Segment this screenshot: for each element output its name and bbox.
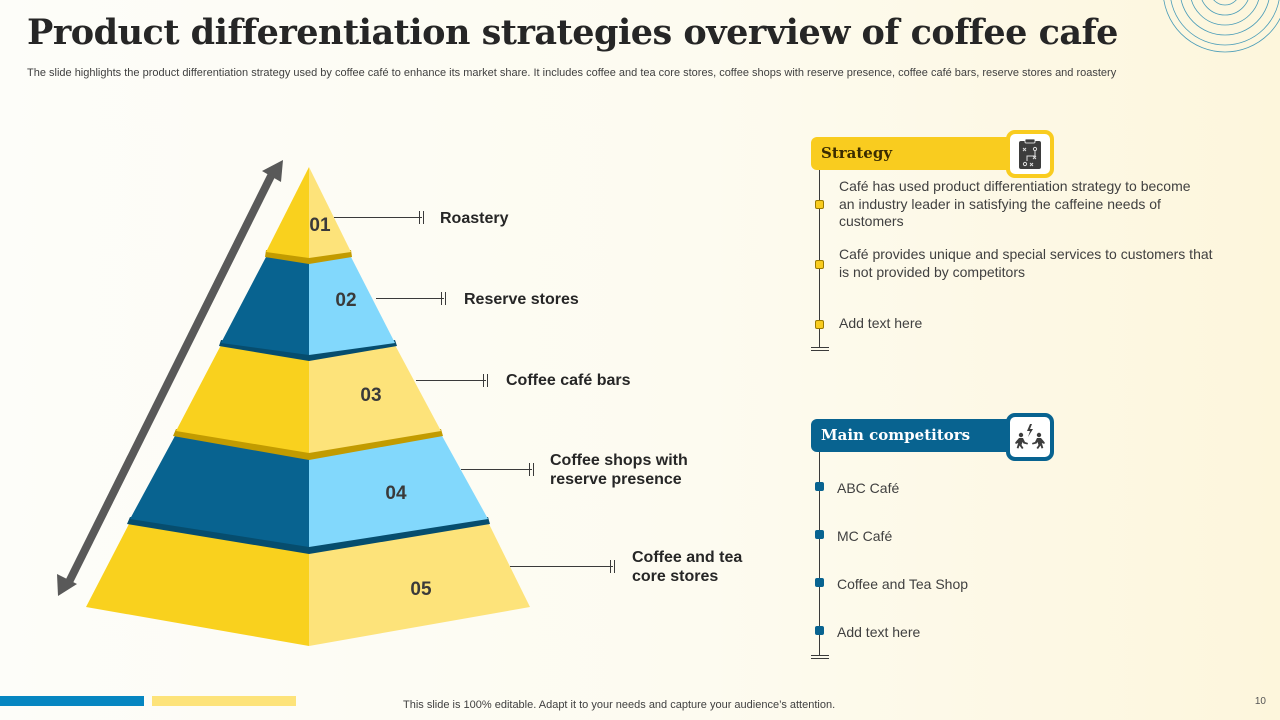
competitor-item: Add text here	[837, 624, 921, 640]
competitor-bullet-dot	[815, 578, 824, 587]
slide-title: Product differentiation strategies overv…	[27, 12, 1118, 53]
strategy-clipboard-icon	[1019, 138, 1041, 169]
strategy-bullet-dot	[815, 260, 824, 269]
competitor-item: MC Café	[837, 528, 893, 544]
connector-line	[510, 560, 615, 573]
pyramid-diagram	[57, 160, 530, 646]
decorative-rings-icon	[1163, 0, 1280, 53]
footer-note: This slide is 100% editable. Adapt it to…	[403, 699, 836, 711]
slide-subtitle: The slide highlights the product differe…	[27, 67, 1117, 79]
connector-line	[461, 463, 534, 476]
pyramid-level-number: 04	[385, 483, 407, 504]
level-label-roastery: Roastery	[440, 210, 509, 227]
pyramid-level-number: 01	[309, 215, 331, 236]
competitors-timeline-line	[819, 452, 820, 656]
level-label-coffee-cafe-bars: Coffee café bars	[506, 372, 631, 389]
strategy-item: Café provides unique and special service…	[839, 246, 1213, 280]
strategy-icon-box	[1006, 130, 1054, 178]
pyramid-level-number: 03	[360, 385, 382, 406]
page-number: 10	[1254, 696, 1266, 707]
level-label-reserve-stores: Reserve stores	[464, 291, 579, 308]
strategy-item: Add text here	[839, 315, 923, 331]
competitor-item: ABC Café	[837, 480, 900, 496]
strategy-bullet-dot	[815, 200, 824, 209]
timeline-end-mark	[811, 347, 829, 351]
competitor-bullet-dot	[815, 530, 824, 539]
pyramid-level-number: 05	[410, 579, 432, 600]
competitors-icon-box	[1006, 413, 1054, 461]
competitor-item: Coffee and Tea Shop	[837, 576, 969, 592]
competitor-bullet-dot	[815, 482, 824, 491]
level-label-line: reserve presence	[550, 471, 682, 488]
strategy-bullet-dot	[815, 320, 824, 329]
competitors-header: Main competitors	[811, 419, 1011, 452]
strategy-header: Strategy	[811, 137, 1011, 170]
footer-accent-bar-blue	[0, 696, 144, 706]
pyramid-level-number: 02	[335, 290, 357, 311]
level-label-line: Coffee shops with	[550, 452, 688, 469]
competitor-bullet-dot	[815, 626, 824, 635]
connector-line	[334, 211, 424, 224]
connector-line	[416, 374, 488, 387]
competition-people-icon	[1015, 424, 1045, 449]
level-label-line: Coffee and tea	[632, 549, 743, 566]
level-label-line: core stores	[632, 568, 719, 585]
strategy-timeline-line	[819, 170, 820, 348]
level-label-core-stores: Coffee and tea core stores	[632, 548, 742, 586]
double-arrow-icon	[57, 160, 283, 596]
connector-line	[376, 292, 446, 305]
level-label-coffee-shops: Coffee shops with reserve presence	[550, 451, 688, 489]
footer-accent-bar-yellow	[152, 696, 296, 706]
timeline-end-mark	[811, 655, 829, 659]
strategy-item: Café has used product differentiation st…	[839, 178, 1191, 229]
